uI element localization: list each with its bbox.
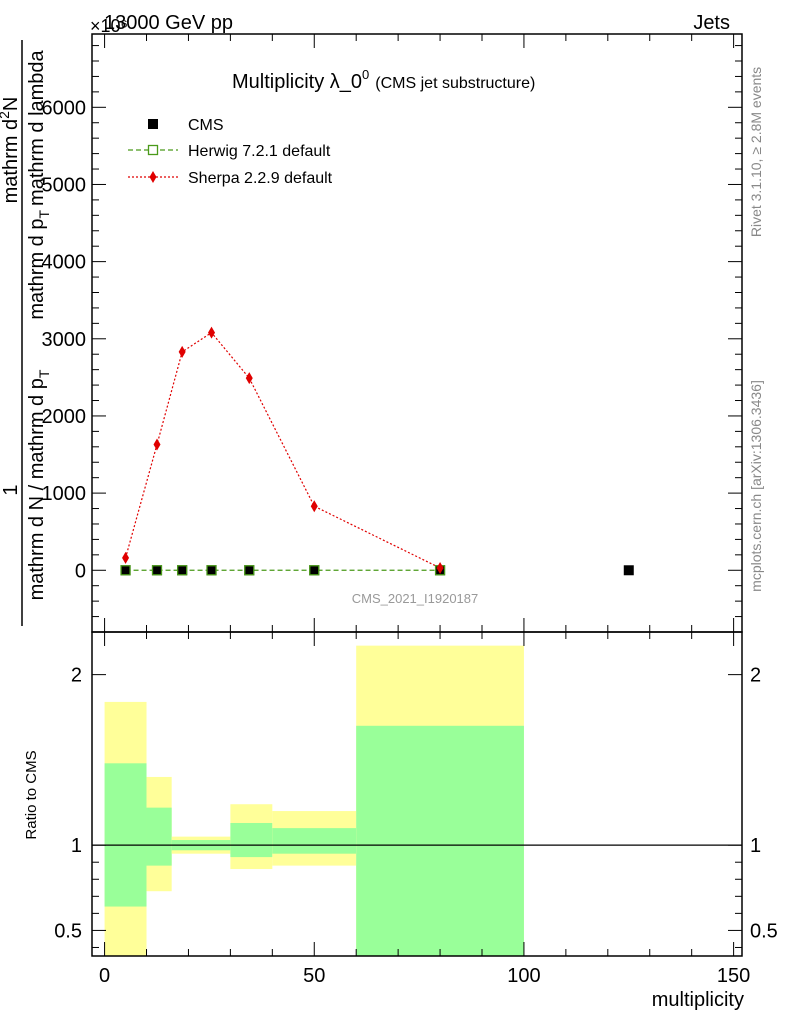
main-ytick-label: 5000 — [42, 174, 87, 196]
ratio-xtick-label: 100 — [507, 965, 540, 987]
ratio-band-inner — [104, 763, 147, 907]
legend-label-cms: CMS — [188, 117, 224, 134]
ratio-ytick-label-right: 0.5 — [750, 920, 778, 942]
ratio-x-ticks: 0 50 100 150 — [99, 632, 750, 987]
cms-point — [206, 565, 217, 576]
plot-title: Multiplicity λ_00 (CMS jet substructure) — [232, 67, 535, 93]
ylabel-denominator-right-end: mathrm d lambda — [26, 49, 48, 205]
cms-point — [244, 565, 255, 576]
legend-label-sherpa: Sherpa 2.2.9 default — [188, 170, 333, 187]
ratio-ytick-label-left: 1 — [71, 835, 82, 857]
sherpa-point — [436, 561, 444, 574]
sherpa-line — [124, 331, 441, 569]
plot-title-text: Multiplicity λ_0 — [232, 71, 362, 93]
ylabel-numerator-left: 1 — [0, 484, 22, 495]
ratio-plot-frame — [91, 631, 743, 957]
cms-point — [120, 565, 131, 576]
herwig-point — [151, 565, 163, 576]
herwig-point — [177, 565, 188, 576]
rivet-label: Rivet 3.1.10, ≥ 2.8M events — [748, 67, 764, 237]
ylabel-numerator-right: mathrm d2N — [0, 97, 22, 204]
header-right: Jets — [693, 12, 730, 34]
main-y-ticks: 0 1000 2000 3000 4000 5000 6000 — [42, 34, 742, 633]
cms-point — [152, 565, 162, 576]
main-series — [120, 326, 634, 576]
mcplots-label: mcplots.cern.ch [arXiv:1306.3436] — [748, 380, 764, 592]
cms-point — [309, 565, 320, 576]
ratio-ytick-label-left: 2 — [71, 665, 82, 687]
ratio-band-inner — [272, 828, 357, 854]
ratio-bands — [104, 645, 524, 956]
ratio-ytick-label-right: 1 — [750, 835, 761, 857]
y-axis-label: 1 mathrm d N / mathrm d pT mathrm d2N ma… — [0, 40, 52, 626]
ratio-band-inner — [356, 725, 524, 956]
herwig-point — [309, 565, 320, 576]
main-ytick-label: 2000 — [42, 406, 87, 428]
ratio-band-inner — [146, 807, 172, 866]
ratio-xtick-label: 150 — [717, 965, 750, 987]
main-ytick-label: 0 — [75, 560, 86, 582]
ylabel-denominator-right-text: mathrm d p — [26, 219, 48, 320]
main-ytick-label: 4000 — [42, 252, 87, 274]
sherpa-point — [122, 551, 130, 564]
ratio-ylabel: Ratio to CMS — [23, 750, 40, 839]
main-ytick-label: 3000 — [42, 329, 87, 351]
cms-point — [623, 565, 634, 576]
legend: CMS Herwig 7.2.1 default Sherpa 2.2.9 defa… — [128, 117, 333, 187]
ratio-y-ticks: 0.5 0.5 1 1 2 2 — [54, 665, 778, 948]
plot-title-suffix: (CMS jet substructure) — [375, 75, 535, 92]
ylabel-denominator-left: mathrm d N / mathrm d pT — [26, 369, 52, 600]
y-exponent: ×10⁶ — [90, 16, 128, 36]
ratio-xtick-label: 0 — [99, 965, 110, 987]
herwig-point — [244, 565, 255, 576]
sherpa-point — [178, 345, 186, 358]
main-ytick-label: 1000 — [42, 483, 87, 505]
ylabel-numerator-right-end: N — [0, 97, 22, 111]
header-left: 13000 GeV pp — [104, 12, 233, 34]
legend-cms-marker — [148, 119, 158, 129]
main-ytick-label: 6000 — [42, 97, 87, 119]
ylabel-denominator-left-sub: T — [36, 369, 52, 378]
herwig-point — [206, 565, 217, 576]
ratio-ytick-label-right: 2 — [750, 665, 761, 687]
ratio-band-inner — [230, 822, 273, 858]
ratio-ytick-label-left: 0.5 — [54, 920, 82, 942]
ylabel-numerator-right-sup: 2 — [0, 111, 12, 119]
ylabel-denominator-right: mathrm d pTmathrm d lambda — [26, 49, 52, 319]
legend-sherpa-marker — [149, 171, 157, 183]
ratio-xtick-label: 50 — [303, 965, 325, 987]
x-axis-label: multiplicity — [652, 989, 744, 1011]
herwig-point — [120, 565, 131, 576]
plot-title-sup: 0 — [362, 67, 369, 82]
ylabel-denominator-right-sub: T — [36, 210, 52, 219]
ylabel-numerator-right-text: mathrm d — [0, 119, 22, 203]
sherpa-point — [153, 438, 161, 451]
ratio-plot: 0.5 0.5 1 1 2 2 0 50 100 150 Ratio to CMS multip… — [23, 631, 778, 1011]
ylabel-denominator-left-text: mathrm d N / mathrm d p — [26, 378, 48, 600]
sherpa-point — [245, 372, 253, 385]
cms-point — [177, 565, 188, 576]
legend-label-herwig: Herwig 7.2.1 default — [188, 143, 331, 160]
legend-herwig-marker — [147, 144, 159, 156]
analysis-watermark: CMS_2021_I1920187 — [352, 591, 479, 606]
sherpa-point — [310, 500, 318, 513]
sherpa-point — [208, 326, 216, 339]
main-plot: Multiplicity λ_00(CMS jet substructure) … — [42, 33, 743, 633]
